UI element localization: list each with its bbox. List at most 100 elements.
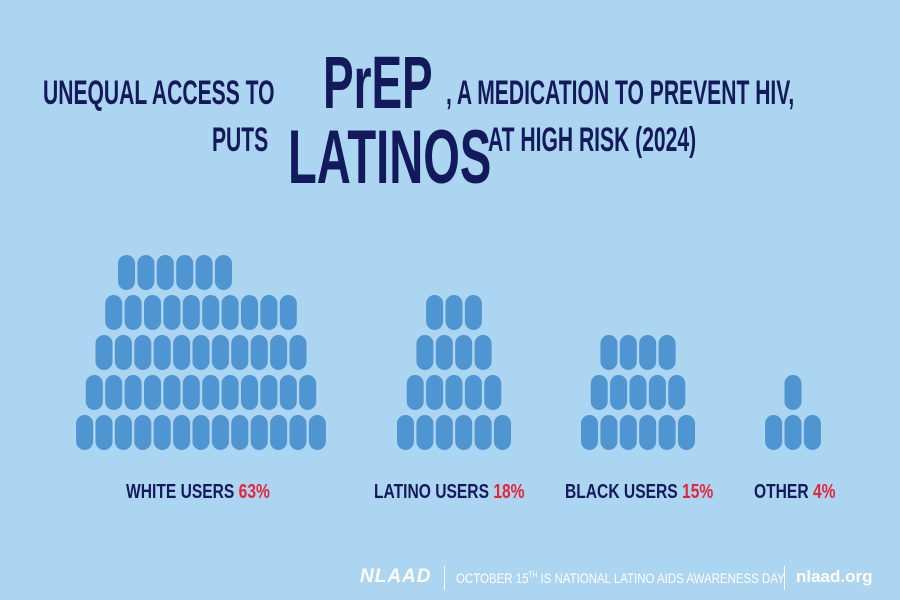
pill-black: [648, 375, 666, 410]
pill-black: [639, 415, 657, 450]
pill-white: [134, 335, 152, 370]
pill-latino: [474, 415, 492, 450]
pill-latino: [416, 415, 434, 450]
pill-white: [85, 375, 103, 410]
pill-white: [182, 295, 200, 330]
pill-latino: [406, 375, 424, 410]
pill-black: [610, 375, 628, 410]
pct-black: 15%: [682, 481, 714, 503]
pill-white: [195, 255, 213, 290]
pill-white: [76, 415, 94, 450]
pill-black: [658, 335, 676, 370]
label-black: BLACK USERS 15%: [565, 481, 714, 503]
title-line1-suffix: , A MEDICATION TO PREVENT HIV,: [446, 74, 795, 112]
pill-other: [784, 375, 802, 410]
pill-latino: [484, 375, 502, 410]
pill-white: [124, 375, 142, 410]
pill-white: [289, 415, 307, 450]
pill-white: [163, 295, 181, 330]
pill-black: [668, 375, 686, 410]
pill-white: [182, 375, 200, 410]
pill-white: [134, 415, 152, 450]
pill-group-other: [765, 375, 821, 450]
nlaad-logo: NLAAD: [360, 566, 432, 587]
pill-latino: [474, 335, 492, 370]
pill-white: [260, 295, 278, 330]
pill-white: [114, 415, 132, 450]
footer-url[interactable]: nlaad.org: [796, 567, 873, 586]
pill-latino: [416, 335, 434, 370]
pill-white: [279, 295, 297, 330]
pill-black: [658, 415, 676, 450]
pill-latino: [397, 415, 414, 450]
pill-black: [639, 335, 657, 370]
title-latinos: LATINOS: [288, 115, 492, 200]
pill-latino: [435, 335, 453, 370]
pill-latino: [455, 415, 473, 450]
pill-black: [590, 375, 608, 410]
pill-white: [241, 295, 258, 330]
divider: [784, 566, 785, 590]
chart-title: UNEQUAL ACCESS TO PrEP , A MEDICATION TO…: [0, 0, 900, 200]
pill-white: [231, 415, 249, 450]
pct-white: 63%: [238, 481, 270, 503]
pill-white: [270, 335, 288, 370]
pill-other: [784, 415, 802, 450]
pill-black: [581, 415, 598, 450]
pill-black: [619, 415, 637, 450]
title-line2-prefix: PUTS: [212, 121, 269, 159]
pill-black: [629, 375, 647, 410]
pill-latino: [445, 295, 463, 330]
pill-latino: [464, 375, 482, 410]
pill-other: [803, 415, 821, 450]
pill-white: [137, 255, 155, 290]
pill-white: [173, 415, 191, 450]
pill-black: [600, 415, 618, 450]
label-white: WHITE USERS 63%: [126, 481, 270, 503]
pill-white: [221, 295, 239, 330]
pill-white: [270, 415, 288, 450]
pill-white: [202, 375, 220, 410]
pill-white: [279, 375, 297, 410]
pill-white: [153, 415, 171, 450]
pill-white: [144, 295, 161, 330]
pill-white: [260, 375, 278, 410]
pill-white: [105, 375, 123, 410]
pill-white: [202, 295, 220, 330]
pill-black: [678, 415, 695, 450]
pill-white: [105, 295, 123, 330]
pill-latino: [426, 295, 444, 330]
pill-white: [289, 335, 307, 370]
pill-latino: [426, 375, 444, 410]
pill-latino: [445, 375, 463, 410]
pill-group-black: [581, 335, 695, 450]
pill-white: [95, 335, 113, 370]
pill-white: [156, 255, 174, 290]
pill-white: [95, 415, 113, 450]
pill-white: [163, 375, 181, 410]
pill-white: [114, 335, 132, 370]
pill-white: [144, 375, 161, 410]
pct-latino: 18%: [493, 481, 525, 503]
pill-group-latino: [397, 295, 511, 450]
pill-latino: [464, 295, 482, 330]
pill-white: [221, 375, 239, 410]
pill-white: [299, 375, 317, 410]
divider: [444, 566, 445, 590]
label-other: OTHER 4%: [754, 481, 836, 503]
pill-white: [231, 335, 249, 370]
pill-white: [211, 415, 229, 450]
pill-white: [215, 255, 232, 290]
pill-other: [765, 415, 783, 450]
pill-black: [619, 335, 637, 370]
pill-black: [600, 335, 618, 370]
title-line2-suffix: AT HIGH RISK (2024): [488, 121, 697, 159]
pill-group-white: [76, 255, 326, 450]
pill-white: [211, 335, 229, 370]
pill-white: [118, 255, 135, 290]
pill-latino: [494, 415, 511, 450]
pill-white: [308, 415, 326, 450]
pill-latino: [435, 415, 453, 450]
title-prep: PrEP: [323, 41, 433, 124]
